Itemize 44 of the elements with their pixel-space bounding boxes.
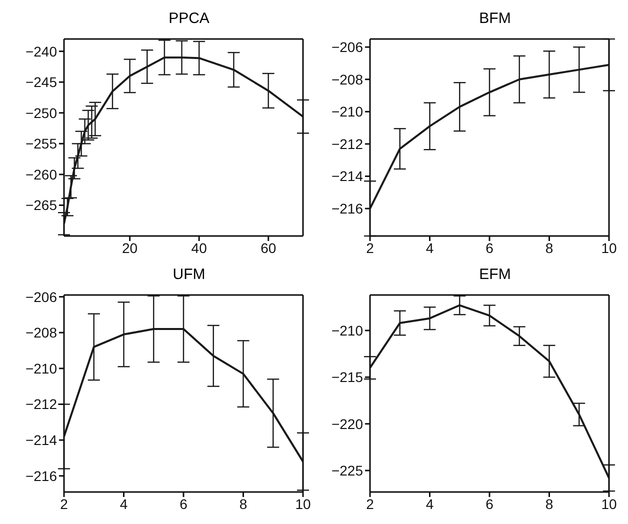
y-tick-label: −220	[331, 416, 364, 432]
x-tick-label: 2	[366, 240, 374, 256]
x-tick-label: 20	[122, 240, 138, 256]
y-tick-label: −212	[25, 396, 58, 412]
x-tick-label: 4	[120, 496, 128, 512]
y-tick-label: −206	[25, 288, 58, 305]
y-tick-label: −212	[331, 136, 364, 152]
x-tick-label: 2	[60, 496, 68, 512]
y-tick-label: −215	[331, 369, 364, 386]
y-tick-label: −260	[25, 166, 58, 182]
y-tick-label: −216	[25, 468, 58, 484]
x-tick-label: 8	[545, 240, 554, 256]
x-tick-label: 8	[239, 496, 248, 512]
x-tick-label: 6	[486, 496, 494, 512]
y-tick-label: −214	[25, 432, 58, 448]
y-tick-label: −206	[331, 39, 364, 56]
x-tick-label: 10	[295, 496, 311, 512]
chart-title: BFM	[478, 9, 512, 29]
y-tick-label: −240	[25, 43, 58, 60]
x-tick-label: 10	[601, 240, 617, 256]
y-tick-label: −265	[25, 197, 58, 214]
y-tick-label: −208	[25, 324, 58, 341]
x-tick-label: 60	[260, 240, 276, 256]
chart-title: UFM	[172, 265, 206, 285]
x-tick-label: 8	[545, 496, 554, 512]
chart-title: EFM	[478, 265, 512, 285]
x-tick-label: 4	[426, 240, 434, 256]
x-tick-label: 40	[191, 240, 208, 256]
y-tick-label: −255	[25, 136, 58, 152]
x-tick-label: 6	[180, 496, 188, 512]
y-tick-label: −250	[25, 104, 58, 121]
y-tick-label: −208	[331, 71, 364, 88]
x-tick-label: 2	[366, 496, 374, 512]
y-tick-label: −216	[331, 200, 364, 217]
y-tick-label: −210	[25, 360, 58, 376]
y-tick-label: −210	[331, 104, 364, 120]
x-tick-label: 4	[426, 496, 434, 512]
x-tick-label: 6	[486, 240, 494, 256]
y-tick-label: −210	[331, 322, 364, 338]
x-tick-label: 10	[601, 496, 617, 512]
y-tick-label: −245	[25, 74, 58, 90]
y-tick-label: −214	[331, 168, 364, 184]
y-tick-label: −225	[331, 462, 364, 478]
chart-title: PPCA	[168, 9, 210, 29]
